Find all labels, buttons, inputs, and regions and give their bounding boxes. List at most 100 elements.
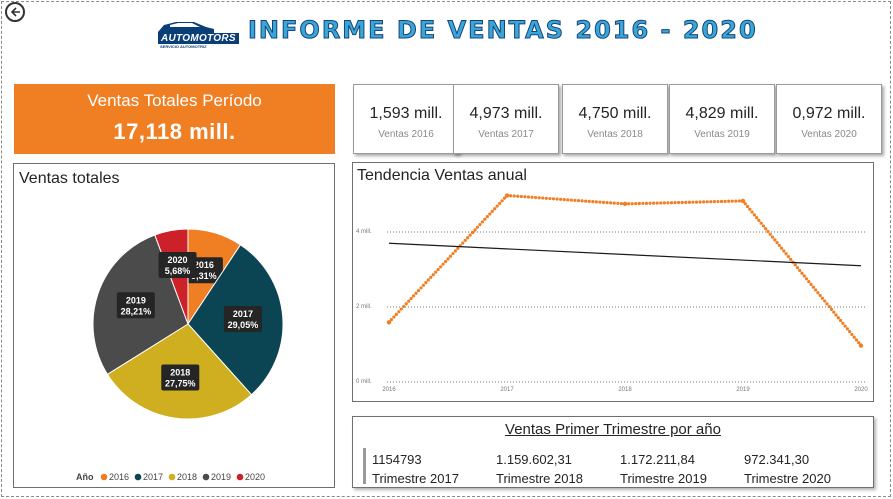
kpi-card-2019[interactable]: 4,829 mill. Ventas 2019 — [669, 84, 775, 154]
series-dot — [601, 200, 606, 204]
pie-chart-panel[interactable]: Ventas totales 2016 9,31% 2017 29,05% 2018 27… — [13, 163, 335, 488]
series-dot — [429, 275, 433, 279]
series-dot — [470, 230, 475, 235]
series-dot — [662, 201, 666, 205]
quarter-item-2017[interactable]: 1154793 Trimestre 2017 — [372, 450, 459, 488]
series-dot — [761, 224, 766, 228]
series-dot — [441, 262, 445, 266]
data-point-2018[interactable] — [622, 201, 628, 207]
data-label-year: 2019 — [126, 295, 146, 305]
x-tick-label: 2019 — [736, 387, 750, 393]
series-dot — [402, 304, 406, 309]
series-dot — [616, 201, 620, 205]
first-quarter-panel[interactable]: Ventas Primer Trimestre por año 1154793 … — [352, 416, 874, 488]
series-dot — [802, 274, 806, 278]
legend-item-2017[interactable]: 2017 — [134, 472, 163, 482]
series-dot — [453, 249, 457, 253]
legend-label: 2020 — [245, 472, 265, 482]
series-dot — [485, 215, 489, 219]
quarter-item-2019[interactable]: 1.172.211,84 Trimestre 2019 — [620, 450, 707, 488]
quarter-value: 1.159.602,31 — [496, 452, 572, 467]
total-sales-card[interactable]: Ventas Totales Período 17,118 mill. — [14, 84, 335, 154]
data-point-2019[interactable] — [740, 198, 746, 204]
series-dot — [712, 200, 716, 204]
series-dot — [488, 212, 492, 216]
series-dot — [698, 200, 702, 204]
kpi-card-2020[interactable]: 0,972 mill. Ventas 2020 — [776, 84, 882, 154]
sales-series-line[interactable] — [386, 193, 864, 348]
kpi-card-2017[interactable]: 4,973 mill. Ventas 2017 — [453, 84, 559, 154]
series-dot — [804, 277, 809, 281]
series-dot — [637, 201, 641, 206]
series-dot — [414, 291, 418, 295]
series-dot — [446, 257, 450, 261]
series-dot — [421, 283, 426, 287]
legend-marker — [168, 473, 176, 481]
kpi-card-2018[interactable]: 4,750 mill. Ventas 2018 — [562, 84, 668, 154]
quarter-item-2018[interactable]: 1.159.602,31 Trimestre 2018 — [496, 450, 583, 488]
quarter-item-2020[interactable]: 972.341,30 Trimestre 2020 — [744, 450, 831, 488]
series-dot — [748, 207, 752, 211]
data-point-2016[interactable] — [386, 320, 392, 325]
pie-chart-title: Ventas totales — [19, 170, 120, 187]
series-dot — [562, 197, 566, 202]
quarter-label: Trimestre 2018 — [496, 471, 583, 486]
series-dot — [825, 302, 829, 306]
line-chart[interactable]: 0 mill. 2 mill. 4 mill. 2016 2017 2018 2019 202… — [353, 163, 873, 401]
series-dot — [456, 246, 460, 250]
x-tick-label: 2018 — [618, 387, 632, 393]
legend-item-2020[interactable]: 2020 — [236, 472, 265, 482]
series-dot — [424, 281, 428, 285]
kpi-card-2016[interactable]: 1,593 mill. Ventas 2016 — [353, 84, 459, 154]
series-dot — [829, 307, 834, 311]
series-dot — [587, 199, 591, 203]
series-dot — [612, 201, 616, 205]
series-dot — [737, 199, 742, 203]
legend-label: 2017 — [143, 472, 163, 482]
series-dot — [659, 201, 663, 205]
x-tick-label: 2017 — [500, 387, 514, 393]
legend-item-2016[interactable]: 2016 — [100, 472, 129, 482]
series-dot — [559, 197, 563, 201]
series-dot — [848, 330, 852, 334]
total-sales-value: 17,118 mill. — [113, 119, 236, 144]
series-dot — [820, 296, 825, 300]
series-dot — [644, 201, 649, 205]
quarter-label: Trimestre 2017 — [372, 471, 459, 486]
series-dot — [845, 327, 849, 331]
series-dot — [502, 196, 507, 200]
data-point-2017[interactable] — [504, 193, 510, 198]
data-label-box — [158, 252, 197, 279]
series-dot — [669, 201, 674, 205]
legend-label: 2018 — [177, 472, 197, 482]
legend-item-2019[interactable]: 2019 — [202, 472, 231, 482]
series-dot — [818, 293, 822, 298]
kpi-label: Ventas 2017 — [478, 129, 534, 140]
legend-item-2018[interactable]: 2018 — [168, 472, 197, 482]
series-dot — [795, 266, 800, 270]
series-dot — [426, 278, 430, 282]
series-dot — [480, 220, 485, 224]
data-label-percent: 28,21% — [121, 306, 152, 316]
legend-marker — [134, 473, 142, 481]
y-tick-label: 4 mill. — [356, 229, 372, 235]
legend-marker — [202, 473, 210, 481]
logo-text: AUTOMOTORS — [158, 33, 239, 44]
line-chart-panel[interactable]: Tendencia Ventas anual 0 mill. 2 mill. 4 m… — [352, 162, 874, 402]
series-dot — [757, 218, 761, 222]
pie-chart[interactable]: 20169,31%201729,05%201827,75%201928,21%2… — [14, 164, 334, 487]
series-dot — [416, 288, 421, 293]
series-dot — [798, 268, 802, 273]
series-dot — [666, 201, 670, 205]
y-tick-label: 0 mill. — [356, 379, 372, 385]
series-dot — [745, 204, 750, 209]
data-label-year: 2017 — [233, 309, 253, 319]
data-point-2020[interactable] — [858, 343, 864, 348]
data-label-year: 2018 — [170, 368, 190, 378]
series-dot — [694, 200, 699, 204]
back-button[interactable] — [5, 2, 25, 22]
legend-title: Año — [76, 472, 94, 482]
series-dot — [655, 201, 659, 205]
